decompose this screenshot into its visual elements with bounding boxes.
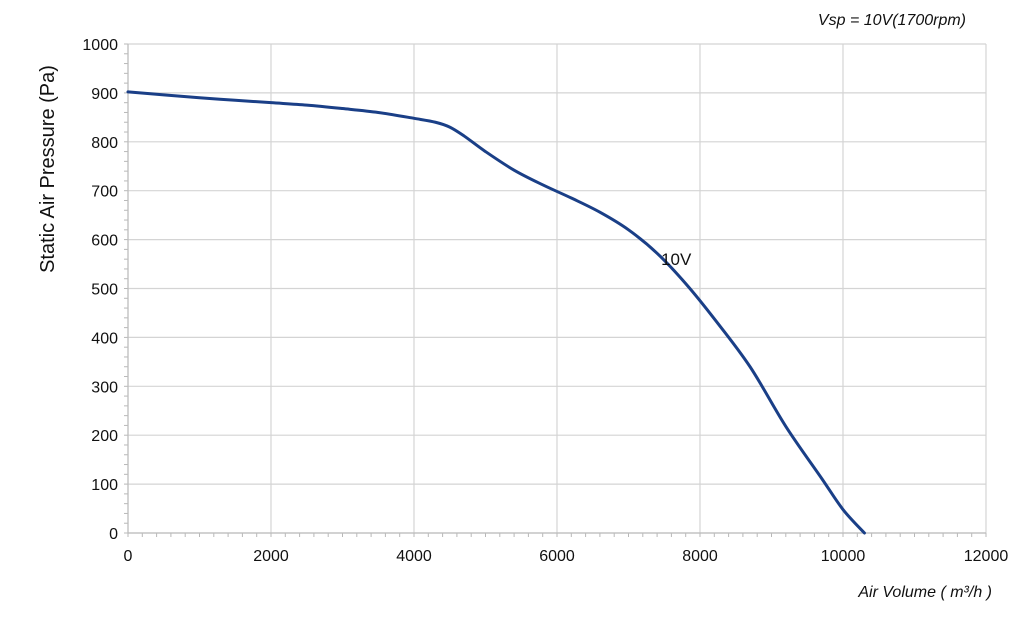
x-tick-label: 6000	[539, 548, 575, 565]
grid	[127, 43, 987, 534]
y-tick-label: 0	[109, 526, 118, 543]
series-line-10V	[126, 90, 866, 535]
x-tick-label: 10000	[821, 548, 866, 565]
y-tick-label: 300	[91, 379, 118, 396]
y-tick-label: 900	[91, 86, 118, 103]
y-tick-label: 400	[91, 330, 118, 347]
series-annotation: 10V	[661, 250, 692, 269]
y-tick-label: 500	[91, 282, 118, 299]
x-tick-label: 12000	[964, 548, 1009, 565]
x-tick-label: 8000	[682, 548, 718, 565]
y-tick-label: 700	[91, 184, 118, 201]
annotations: 10V	[661, 250, 692, 269]
x-tick-label: 4000	[396, 548, 432, 565]
y-tick-label: 600	[91, 233, 118, 250]
x-tick-label: 2000	[253, 548, 289, 565]
x-tick-label: 0	[124, 548, 133, 565]
y-axis-label: Static Air Pressure (Pa)	[37, 65, 59, 273]
y-tick-label: 1000	[82, 37, 118, 54]
y-tick-label: 200	[91, 428, 118, 445]
tick-labels: 0 2000 4000 6000 8000 10000 12000 0 100 200 300 400…	[82, 37, 1008, 565]
series-layer	[126, 90, 866, 535]
x-axis-label: Air Volume ( m³/h )	[857, 584, 992, 601]
minor-ticks	[124, 43, 987, 537]
y-tick-label: 800	[91, 135, 118, 152]
chart-title: Vsp = 10V(1700rpm)	[818, 12, 966, 29]
axes	[127, 44, 986, 534]
y-tick-label: 100	[91, 477, 118, 494]
